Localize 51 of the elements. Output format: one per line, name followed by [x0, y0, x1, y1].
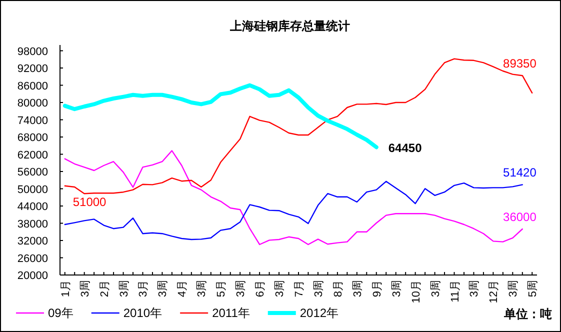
- text: 单位：吨: [503, 307, 552, 321]
- line-series: [62, 83, 378, 150]
- x-tick-label: 6月: [254, 280, 267, 298]
- x-tick-label: 8月: [332, 280, 344, 298]
- y-tick-label: 20000: [17, 270, 48, 282]
- x-tick-label: 3周: [430, 280, 442, 298]
- y-tick-label: 62000: [17, 149, 48, 162]
- x-tick-label: 5周: [527, 280, 540, 298]
- x-tick-label: 3周: [468, 280, 481, 298]
- x-tick-label: 11月: [449, 280, 462, 302]
- y-tick-label: 56000: [17, 166, 48, 178]
- x-tick-label: 2月: [98, 280, 111, 298]
- x-tick-label: 1月: [60, 280, 72, 298]
- chart-title: 上海硅钢库存总量统计: [229, 19, 350, 33]
- x-tick-label: 4月: [176, 280, 189, 298]
- legend-label: 2012年: [300, 306, 339, 320]
- x-tick-label: 7月: [294, 280, 306, 298]
- legend-label: 09年: [48, 306, 74, 320]
- y-tick-label: 26000: [17, 252, 48, 265]
- y-tick-label: 38000: [17, 218, 48, 230]
- y-tick-label: 98000: [17, 46, 48, 58]
- legend-label: 2011年: [212, 306, 250, 320]
- x-tick-label: 3周: [196, 280, 208, 298]
- y-tick-label: 74000: [17, 114, 48, 127]
- x-tick-label: 3周: [79, 280, 92, 298]
- y-tick-label: 92000: [17, 63, 48, 75]
- y-tick-label: 50000: [17, 184, 48, 196]
- data-label: 51420: [503, 166, 537, 180]
- x-tick-label: 10月: [410, 280, 422, 304]
- x-tick-label: 3周: [118, 280, 130, 298]
- x-tick-label: 3周: [390, 280, 403, 298]
- y-tick-label: 80000: [17, 98, 48, 110]
- x-tick-label: 5月: [216, 280, 228, 298]
- data-label: 51000: [72, 194, 107, 209]
- x-tick-label: 3月: [138, 280, 150, 298]
- x-tick-label: 9月: [371, 280, 384, 298]
- x-tick-label: 3周: [352, 280, 364, 298]
- legend-label: 2010年: [123, 306, 162, 320]
- x-tick-label: 3周: [274, 280, 286, 298]
- x-tick-label: 12月: [488, 280, 500, 304]
- x-tick-label: 3周: [157, 280, 170, 298]
- x-tick-label: 3周: [508, 280, 520, 298]
- x-tick-label: 3周: [235, 280, 248, 298]
- y-tick-label: 44000: [17, 201, 48, 213]
- data-label: 64450: [388, 141, 422, 156]
- x-tick-label: 3周: [312, 280, 325, 298]
- data-label: 36000: [503, 210, 537, 224]
- y-tick-label: 68000: [17, 132, 48, 144]
- data-label: 89350: [503, 56, 537, 71]
- y-tick-label: 86000: [17, 80, 48, 92]
- y-tick-label: 32000: [17, 236, 48, 248]
